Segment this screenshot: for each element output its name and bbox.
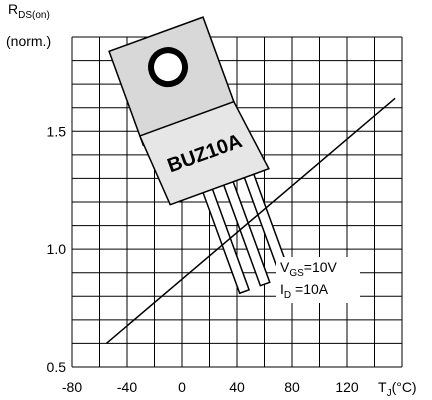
y-tick-label: 1.0	[47, 241, 67, 257]
x-tick-label: -80	[62, 379, 82, 395]
y-label-main: R	[8, 1, 18, 17]
annotation-sub: GS	[289, 268, 304, 279]
y-label-sub: DS(on)	[18, 10, 50, 21]
annotation-rest: =10V	[304, 259, 338, 275]
x-tick-label: 120	[335, 379, 359, 395]
x-tick-label: -40	[117, 379, 137, 395]
x-axis-label: TJ(°C)	[378, 379, 417, 399]
y-axis-label-2: (norm.)	[6, 33, 51, 49]
lead	[223, 179, 270, 286]
x-label-unit: (°C)	[392, 379, 417, 395]
annotation-rest: =10A	[291, 281, 329, 297]
y-axis-label: RDS(on)	[8, 1, 50, 21]
annotation-sub: D	[284, 290, 291, 301]
y-tick-label: 1.5	[47, 123, 67, 139]
x-tick-label: 0	[178, 379, 186, 395]
x-tick-label: 80	[284, 379, 300, 395]
y-tick-label: 0.5	[47, 359, 67, 375]
x-tick-label: 40	[229, 379, 245, 395]
chart: BUZ10A -80-40040801200.51.01.5 RDS(on) (…	[0, 0, 432, 400]
